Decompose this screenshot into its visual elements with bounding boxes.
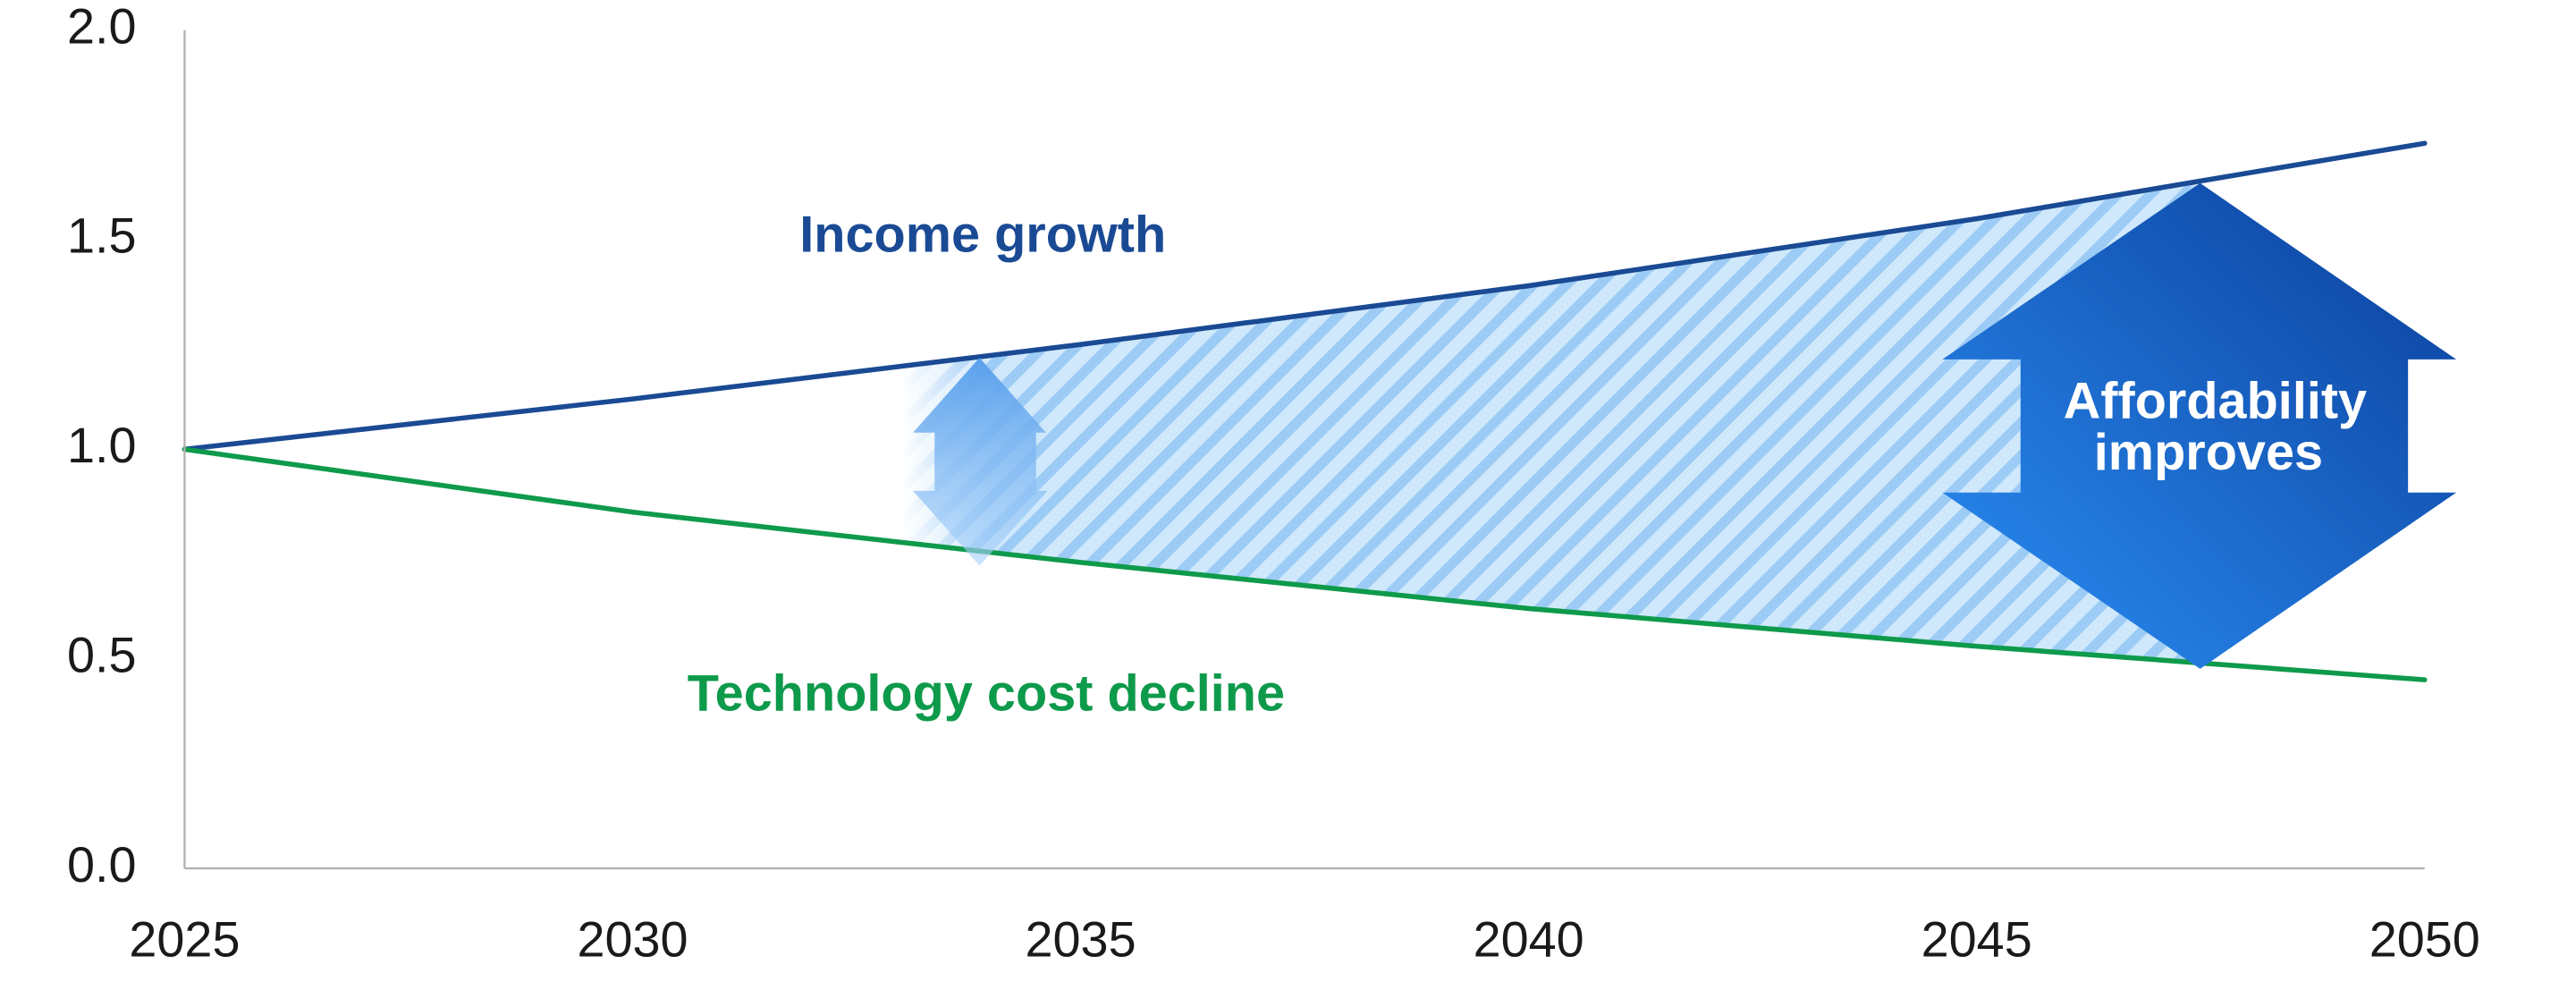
annotation-line: Affordability — [2064, 372, 2367, 429]
y-tick-label: 2.0 — [67, 0, 137, 54]
x-tick-label: 2040 — [1474, 910, 1584, 967]
annotation-line: improves — [2094, 424, 2323, 481]
x-tick-label: 2025 — [129, 910, 240, 967]
affordability-arrow — [1942, 182, 2457, 669]
x-tick-label: 2035 — [1026, 910, 1136, 967]
series-line — [182, 140, 2428, 453]
small-arrow — [913, 358, 1048, 566]
x-tick-label: 2050 — [2369, 910, 2480, 967]
affordability-gap — [184, 143, 2425, 681]
series-label: Income growth — [799, 206, 1166, 263]
x-tick-label: 2030 — [577, 910, 688, 967]
y-tick-label: 0.0 — [67, 836, 137, 893]
area-layer — [184, 143, 2425, 681]
x-tick-label: 2045 — [1921, 910, 2032, 967]
y-tick-label: 1.5 — [67, 207, 137, 264]
y-tick-label: 0.5 — [67, 626, 137, 682]
series-label: Technology cost decline — [688, 665, 1285, 723]
y-tick-label: 1.0 — [67, 417, 137, 473]
series-line — [182, 446, 2428, 682]
